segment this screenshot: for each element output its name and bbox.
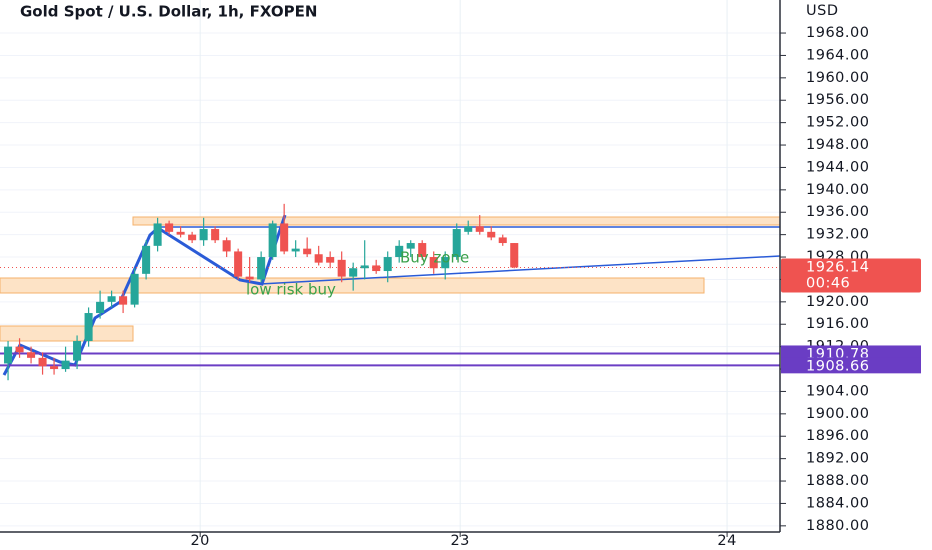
candle-body (176, 231, 185, 235)
candle-body (61, 360, 70, 370)
candles (4, 203, 519, 381)
candle-body (487, 231, 496, 238)
y-tick-label: 1956.00 (806, 92, 869, 108)
candle-body (107, 296, 116, 302)
candle-body (395, 245, 404, 258)
candle-body (153, 223, 162, 246)
y-axis-label: USD (806, 3, 838, 19)
y-tick-label: 1896.00 (806, 428, 869, 444)
candle-body (475, 226, 484, 232)
countdown-label: 00:46 (806, 275, 850, 291)
candle-body (130, 273, 139, 305)
candle-body (211, 229, 220, 241)
y-tick-label: 1880.00 (806, 518, 869, 534)
y-tick-label: 1944.00 (806, 159, 869, 175)
level-label: 1908.66 (806, 358, 869, 374)
level-tag (781, 357, 921, 374)
x-tick-label: 24 (717, 533, 736, 549)
y-tick-label: 1920.00 (806, 294, 869, 310)
grid (0, 0, 780, 532)
annotation: low risk buy (246, 281, 336, 299)
zone (0, 277, 705, 294)
candle-body (38, 357, 47, 367)
x-tick-label: 20 (190, 533, 209, 549)
candle-body (142, 245, 151, 274)
candle-body (15, 346, 24, 353)
candle-body (27, 352, 36, 358)
candle-body (84, 313, 93, 342)
y-tick-label: 1900.00 (806, 406, 869, 422)
candle-body (303, 248, 312, 255)
candle-body (50, 366, 59, 370)
candle-body (418, 243, 427, 258)
candle-body (314, 254, 323, 263)
candle-body (188, 234, 197, 241)
y-tick-label: 1968.00 (806, 25, 869, 41)
y-tick-label: 1892.00 (806, 451, 869, 467)
candle-body (441, 257, 450, 269)
y-tick-label: 1948.00 (806, 137, 869, 153)
candle-body (199, 229, 208, 241)
candle-body (360, 265, 369, 269)
candle-body (234, 251, 243, 277)
y-tick-label: 1916.00 (806, 316, 869, 332)
y-tick-label: 1960.00 (806, 70, 869, 86)
candle-body (257, 257, 266, 280)
chart-title: Gold Spot / U.S. Dollar, 1h, FXOPEN (20, 3, 317, 21)
candle-body (452, 229, 461, 258)
candle-body (4, 346, 13, 364)
annotation: Buy zone (400, 249, 469, 267)
y-tick-label: 1952.00 (806, 115, 869, 131)
y-tick-label: 1888.00 (806, 473, 869, 489)
candle-body (429, 257, 438, 269)
x-tick-label: 23 (450, 533, 469, 549)
y-tick-label: 1936.00 (806, 204, 869, 220)
candle-body (280, 223, 289, 252)
candle-body (73, 341, 82, 361)
trend-line (259, 255, 781, 285)
last-price-label: 1926.14 (806, 259, 869, 275)
candle-body (119, 296, 128, 305)
y-tick-label: 1932.00 (806, 227, 869, 243)
candle-body (268, 223, 277, 258)
candle-body (326, 257, 335, 263)
candle-body (337, 259, 346, 277)
axis: 1880.00 1884.00 1888.00 1892.00 1896.00 1900.… (190, 25, 921, 549)
candle-body (222, 240, 231, 252)
candle-body (291, 248, 300, 252)
candle-body (96, 301, 105, 314)
candle-body (498, 237, 507, 244)
y-tick-label: 1904.00 (806, 383, 869, 399)
y-tick-label: 1940.00 (806, 182, 869, 198)
candle-body (464, 226, 473, 232)
candle-body (245, 276, 254, 280)
candle-body (406, 243, 415, 249)
levels (0, 266, 780, 367)
y-tick-label: 1884.00 (806, 495, 869, 511)
candle-body (510, 243, 519, 268)
candle-body (383, 257, 392, 272)
candle-body (372, 265, 381, 272)
candle-body (165, 223, 174, 232)
candle-body (349, 268, 358, 277)
last-price-tag (781, 258, 921, 293)
y-tick-label: 1964.00 (806, 47, 869, 63)
zone (0, 325, 134, 342)
